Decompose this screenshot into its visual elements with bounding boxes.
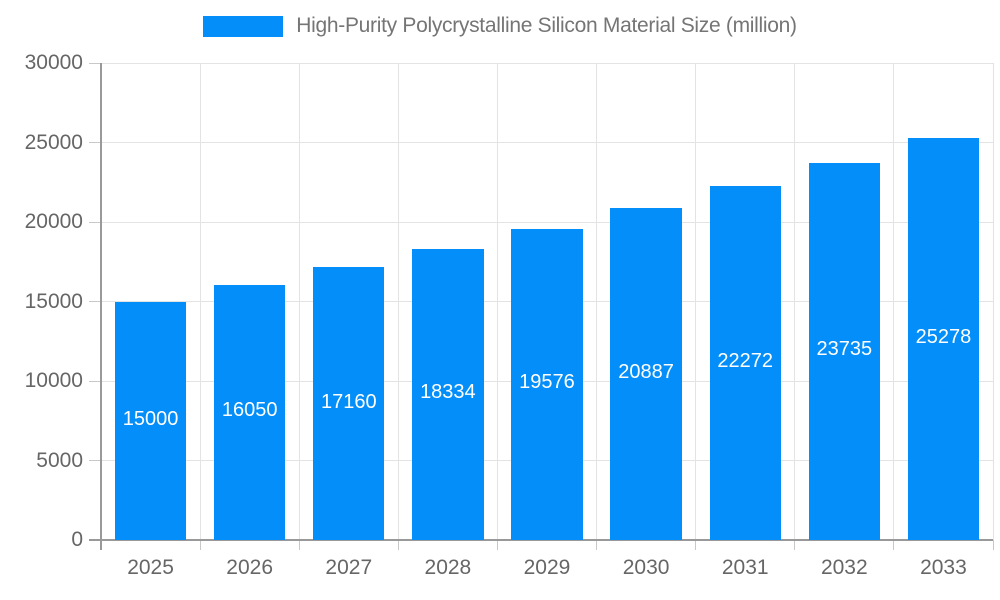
x-axis-label: 2031 <box>721 556 769 579</box>
x-axis-label: 2033 <box>920 556 967 579</box>
x-axis-label: 2030 <box>622 556 670 579</box>
gridline-horizontal <box>101 142 993 143</box>
x-axis-tick <box>298 540 300 550</box>
x-axis-label: 2029 <box>523 556 571 579</box>
x-axis-tick <box>893 540 895 550</box>
x-axis-label: 2027 <box>325 556 373 579</box>
x-axis-tick <box>397 540 399 550</box>
bar[interactable] <box>808 162 880 540</box>
bar[interactable] <box>907 138 980 540</box>
plot-area: 0 5000 10000 15000 20000 25000 30000 15000 2025 1… <box>25 52 994 579</box>
gridline-vertical <box>695 63 697 540</box>
gridline-vertical <box>992 63 994 540</box>
legend[interactable]: High-Purity Polycrystalline Silicon Mate… <box>0 14 1000 38</box>
bar[interactable] <box>313 267 385 540</box>
y-axis-label: 25000 <box>24 130 83 154</box>
x-axis-tick <box>992 540 994 550</box>
gridline-horizontal <box>101 221 993 223</box>
y-axis-label: 5000 <box>36 448 83 472</box>
y-axis-label: 0 <box>71 528 83 551</box>
y-axis-tick <box>89 142 101 143</box>
y-axis-tick <box>89 380 101 382</box>
x-axis-label: 2025 <box>127 556 174 579</box>
legend-label: High-Purity Polycrystalline Silicon Mate… <box>296 14 797 37</box>
y-axis-label: 10000 <box>24 369 83 392</box>
x-axis-label: 2032 <box>820 556 868 579</box>
y-axis-label: 15000 <box>24 289 83 313</box>
y-axis-tick <box>89 221 101 223</box>
x-axis-tick <box>794 540 796 550</box>
x-axis-tick <box>596 540 598 550</box>
y-axis-tick <box>89 301 101 302</box>
gridline-vertical <box>397 63 399 540</box>
x-axis-tick <box>695 540 697 550</box>
x-axis-line <box>89 539 993 541</box>
gridline-vertical <box>298 63 300 540</box>
legend-swatch-icon <box>203 15 284 37</box>
bar[interactable] <box>412 248 484 540</box>
gridline-vertical <box>496 63 498 540</box>
y-axis-label: 30000 <box>24 51 83 74</box>
y-axis-line <box>100 63 102 550</box>
gridline-horizontal <box>101 62 993 64</box>
y-axis-label: 20000 <box>24 210 83 233</box>
gridline-vertical <box>596 63 598 540</box>
gridline-vertical <box>893 63 895 540</box>
y-axis-tick <box>89 62 101 64</box>
bar[interactable] <box>114 301 187 540</box>
bar[interactable] <box>213 284 286 540</box>
bar[interactable] <box>709 185 781 540</box>
x-axis-label: 2028 <box>424 556 472 579</box>
x-axis-label: 2026 <box>226 556 274 579</box>
bar[interactable] <box>610 207 682 540</box>
y-axis-tick <box>89 460 101 461</box>
x-axis-tick <box>496 540 498 550</box>
x-axis-tick <box>199 540 201 550</box>
gridline-vertical <box>199 63 201 540</box>
gridline-vertical <box>794 63 796 540</box>
bar[interactable] <box>511 228 583 540</box>
